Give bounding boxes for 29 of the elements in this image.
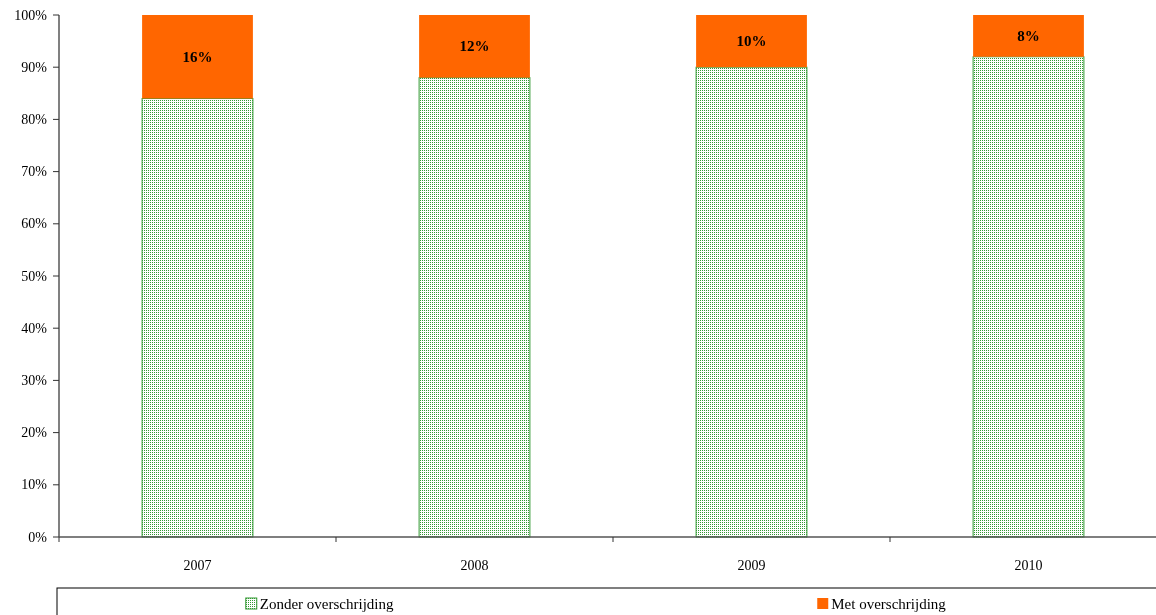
x-tick-label: 2008 <box>460 557 489 573</box>
data-label: 12% <box>459 38 490 55</box>
data-label: 10% <box>736 33 767 50</box>
y-tick-label: 40% <box>21 320 48 336</box>
x-tick-label: 2010 <box>1014 557 1043 573</box>
bar <box>973 15 1084 57</box>
bar <box>695 66 808 538</box>
bar <box>418 77 531 538</box>
x-tick-label: 2007 <box>183 557 212 573</box>
bar <box>972 56 1085 538</box>
data-label: 8% <box>1017 27 1040 44</box>
y-tick-label: 10% <box>21 477 48 493</box>
y-tick-label: 0% <box>28 529 48 545</box>
y-tick-label: 50% <box>21 268 48 284</box>
y-tick-label: 20% <box>21 425 48 441</box>
y-tick-label: 60% <box>21 216 48 232</box>
y-tick-label: 90% <box>21 59 48 75</box>
bar <box>142 15 253 99</box>
bar <box>696 15 807 68</box>
y-tick-label: 30% <box>21 372 48 388</box>
bar <box>141 98 254 538</box>
data-label: 16% <box>182 48 213 65</box>
y-tick-label: 70% <box>21 164 48 180</box>
x-tick-label: 2009 <box>737 557 766 573</box>
bar <box>419 15 530 78</box>
legend-label: Met overschrijding <box>831 596 947 612</box>
y-tick-label: 80% <box>21 111 48 127</box>
y-tick-label: 100% <box>14 7 48 23</box>
legend-label: Zonder overschrijding <box>259 596 394 612</box>
